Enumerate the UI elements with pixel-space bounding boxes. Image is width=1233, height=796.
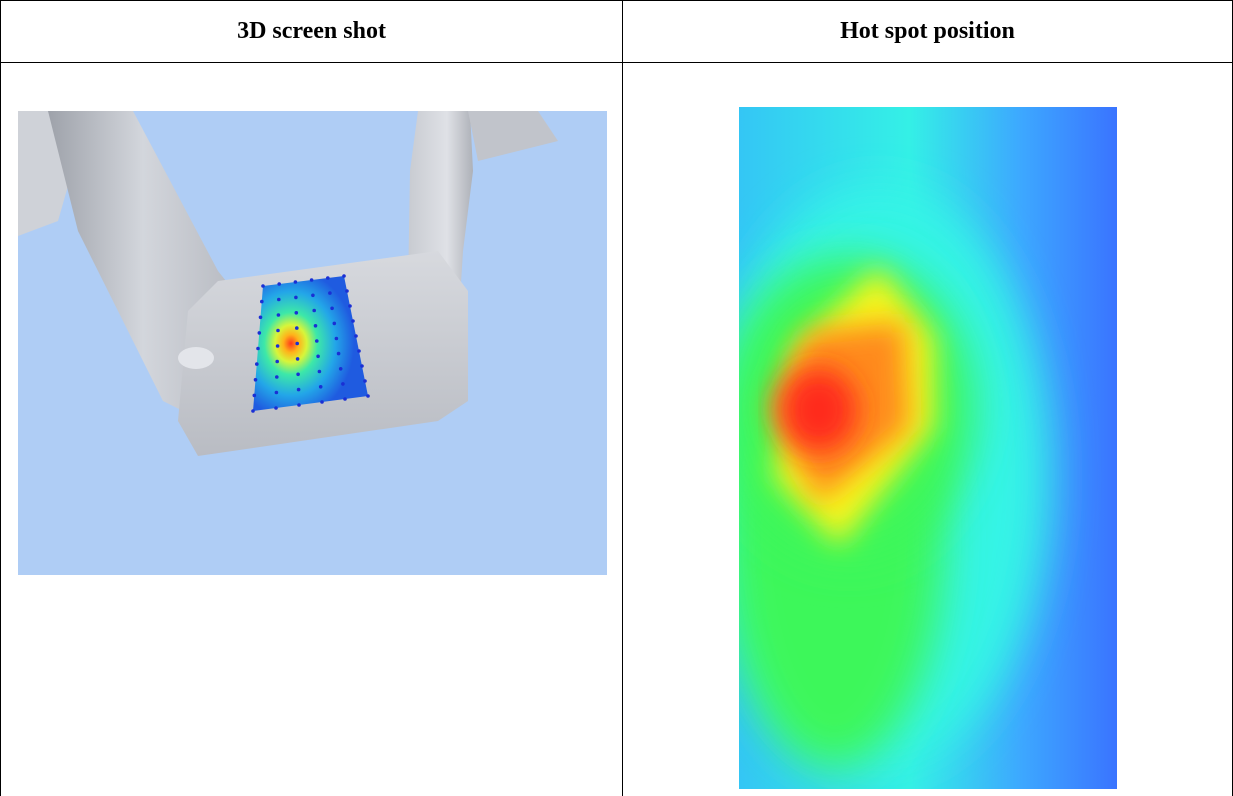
sensor-point [274, 406, 278, 410]
sensor-point [294, 295, 298, 300]
sensor-point [294, 311, 299, 315]
sensor-point [341, 382, 345, 386]
sensor-point [328, 291, 332, 295]
sensor-point [348, 304, 352, 308]
sensor-point [256, 346, 260, 351]
hot-spot-heat-map [739, 107, 1117, 789]
sensor-point [257, 331, 262, 335]
sensor-point [252, 393, 257, 398]
sensor-point [276, 328, 280, 333]
column-divider [622, 0, 623, 796]
sensor-point [311, 293, 315, 298]
sensor-point [276, 313, 281, 317]
sensor-point [296, 372, 300, 377]
right-fin-shape [468, 111, 558, 161]
sensor-point [316, 354, 320, 359]
sensor-point [326, 276, 330, 280]
sensor-point [275, 344, 280, 348]
sensor-point [315, 339, 319, 343]
sensor-point [309, 278, 314, 282]
sensor-point [295, 341, 300, 346]
side-nub-shape [178, 347, 214, 369]
sensor-point [363, 379, 367, 383]
hot-spot-map-image [739, 107, 1117, 789]
sensor-point [255, 362, 259, 366]
sensor-point [313, 324, 318, 328]
sensor-point [297, 403, 301, 407]
sensor-point [366, 394, 370, 398]
sensor-point [351, 319, 355, 323]
sensor-point-grid [251, 274, 370, 413]
sensor-point [345, 289, 349, 293]
column-header-hot-spot-position: Hot spot position [840, 18, 1015, 44]
sensor-point [275, 359, 280, 364]
3d-screenshot-image [18, 111, 607, 575]
sensor-point [342, 274, 346, 278]
sensor-point [357, 349, 361, 353]
sensor-point [253, 378, 258, 382]
sensor-point [251, 409, 255, 413]
sensor-point [320, 400, 324, 404]
sensor-point [295, 326, 299, 330]
sensor-point [277, 282, 282, 286]
sensor-point [312, 308, 317, 313]
sensor-point [295, 357, 300, 361]
column-header-3d-screenshot: 3D screen shot [237, 18, 386, 44]
table-top-border [0, 0, 1233, 1]
sensor-point [293, 280, 298, 284]
sensor-point [258, 315, 263, 320]
sensor-point [260, 299, 264, 304]
sensor-point [277, 297, 281, 302]
sensor-point [360, 364, 364, 368]
sensor-point [317, 369, 322, 374]
sensor-point [332, 321, 337, 326]
3d-model-render [18, 111, 607, 575]
header-row-divider [0, 62, 1233, 63]
sensor-point [296, 387, 301, 392]
sensor-heat-patch [253, 276, 368, 411]
sensor-point [336, 351, 341, 356]
sensor-point [330, 306, 334, 311]
sensor-point [318, 385, 323, 389]
table-left-border [0, 0, 1, 796]
sensor-point [261, 284, 265, 288]
sensor-point [274, 390, 279, 395]
sensor-point [354, 334, 358, 338]
sensor-point [343, 397, 347, 401]
hot-spot-core [781, 368, 857, 452]
sensor-point [338, 367, 343, 371]
sensor-point [275, 375, 279, 379]
sensor-point [334, 336, 339, 341]
